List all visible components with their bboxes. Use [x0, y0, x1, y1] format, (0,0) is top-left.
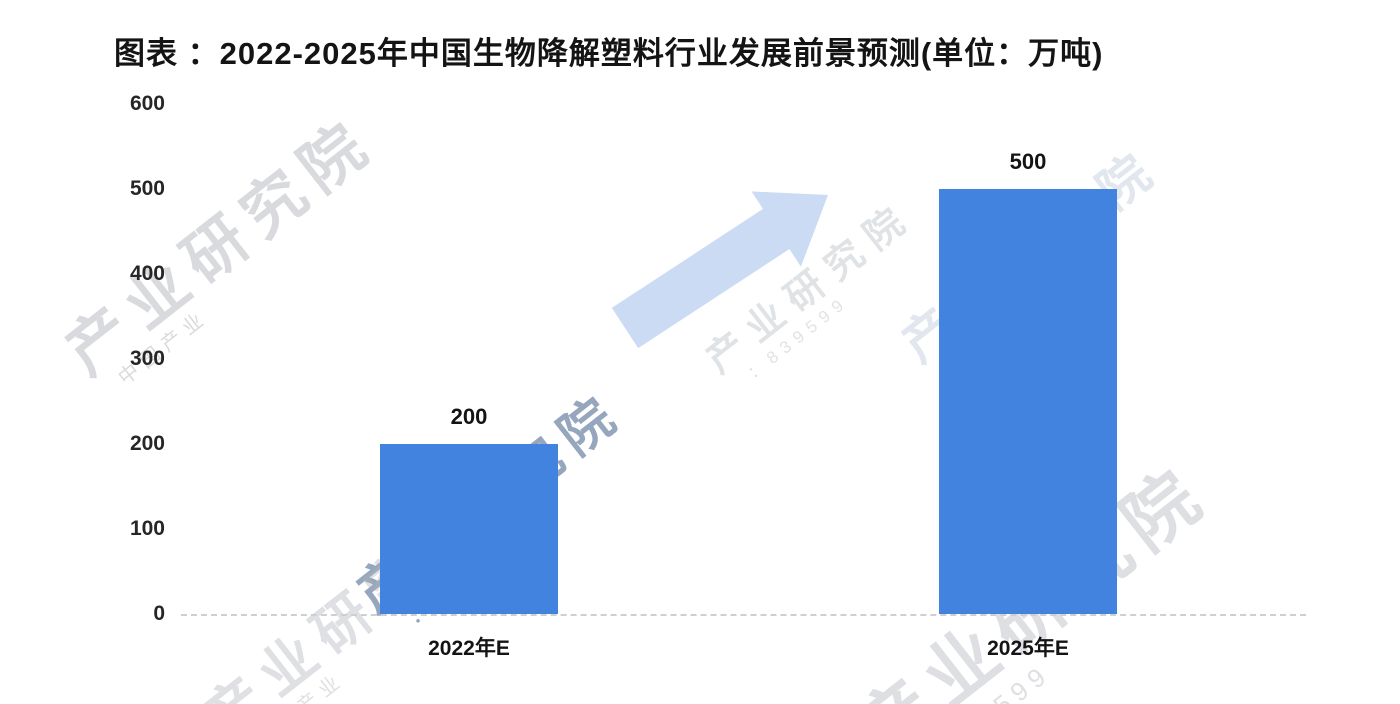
- x-category-label: 2025年E: [987, 637, 1069, 660]
- x-category-label: 2022年E: [428, 637, 510, 660]
- bar-value-label: 500: [1009, 149, 1047, 174]
- watermark-sub-text: ：839599: [744, 291, 853, 383]
- y-tick-label: 400: [129, 262, 165, 285]
- bar-2025年E: [939, 189, 1117, 614]
- watermark-brand-text: 产业研究院: [53, 105, 388, 388]
- y-tick-label: 500: [129, 177, 165, 200]
- y-tick-label: 600: [129, 92, 165, 115]
- y-tick-label: 100: [129, 517, 165, 540]
- y-tick-label: 300: [129, 347, 165, 370]
- watermark-brand-text: 产业研究院: [698, 194, 922, 382]
- chart-title: 图表 ：2022-2025年中国生物降解塑料行业发展前景预测(单位：万吨): [114, 36, 1104, 71]
- y-tick-label: 200: [129, 432, 165, 455]
- bar-value-label: 200: [450, 404, 488, 429]
- y-tick-label: 0: [153, 602, 165, 625]
- bar-2022年E: [380, 444, 558, 614]
- watermark: 产业研究院：839599: [698, 194, 934, 397]
- x-axis-line: [181, 614, 1306, 616]
